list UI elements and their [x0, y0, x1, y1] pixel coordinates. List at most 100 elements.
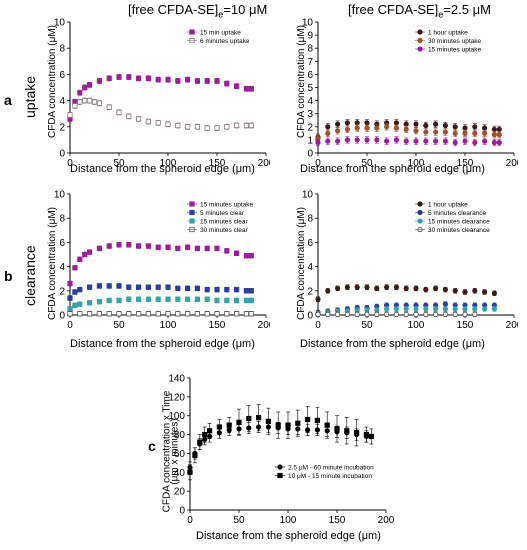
data-point	[116, 242, 122, 248]
data-point	[184, 124, 191, 130]
data-point	[145, 311, 151, 317]
column-title-right: [free CFDA-SE]e=2.5 μM	[348, 2, 491, 20]
data-point	[472, 124, 478, 130]
data-point	[442, 129, 448, 135]
y-tick-label: 2	[307, 286, 313, 297]
row-label-b: b	[4, 268, 13, 284]
data-point	[496, 139, 502, 146]
data-point	[67, 280, 73, 287]
data-point	[96, 245, 103, 252]
data-point	[106, 75, 112, 81]
data-point	[265, 418, 271, 424]
data-point	[248, 288, 254, 294]
data-point	[334, 138, 341, 144]
y-tick-label: 6	[307, 238, 313, 249]
y-tick-label: 20	[174, 487, 186, 498]
data-point	[393, 306, 400, 312]
data-point	[243, 253, 249, 259]
chart-c: 0 20 40 60 80 100 120 140 0 50 100 150 200 2.5 μM - 6…	[168, 372, 398, 532]
data-point	[275, 422, 281, 428]
x-tick-label: 200	[506, 320, 518, 331]
y-tick-label: 6	[59, 70, 65, 81]
data-point	[224, 124, 230, 130]
y-tick-label: 8	[59, 214, 65, 225]
data-point	[423, 122, 429, 129]
data-point	[184, 77, 191, 83]
data-point	[325, 130, 331, 136]
data-point	[204, 296, 210, 302]
data-point	[482, 125, 488, 131]
data-point	[403, 285, 409, 291]
y-tick-label: 10	[302, 18, 314, 29]
data-point	[184, 311, 191, 317]
data-point	[233, 311, 240, 317]
data-point	[384, 124, 390, 130]
data-point	[315, 139, 321, 146]
data-point	[256, 415, 262, 421]
data-point	[491, 132, 497, 138]
data-point	[126, 296, 132, 302]
data-point	[462, 306, 468, 312]
x-tick-label: 50	[361, 320, 373, 331]
data-point	[77, 99, 83, 105]
legend-label: 1 hour uptake	[428, 202, 468, 209]
data-point	[472, 306, 478, 312]
data-point	[452, 288, 458, 294]
data-point	[344, 120, 351, 126]
data-point	[126, 311, 132, 317]
data-point	[67, 306, 73, 312]
data-point	[423, 138, 429, 144]
data-point	[393, 137, 400, 143]
data-point	[248, 253, 254, 259]
x-tick-label: 150	[209, 320, 226, 331]
data-point	[224, 311, 230, 317]
y-tick-label: 6	[59, 238, 65, 249]
data-point	[136, 116, 142, 122]
data-point	[224, 297, 230, 304]
data-point	[67, 311, 73, 317]
chart-svg: 0 20 40 60 80 100 120 140 0 50 100 150 200 2.5 μM - 6…	[168, 374, 395, 527]
legend-label: 30 minutes clear	[200, 227, 249, 234]
data-point	[442, 311, 448, 317]
y-tick-label: 0	[59, 149, 65, 160]
x-tick-label: 150	[457, 158, 474, 169]
data-point	[363, 431, 369, 438]
data-point	[442, 122, 448, 129]
data-point	[248, 86, 254, 92]
legend-label: 2.5 μM - 60 minute incubation	[288, 465, 374, 472]
x-tick-label: 200	[378, 515, 395, 526]
data-point	[452, 139, 458, 146]
data-point	[145, 296, 151, 302]
data-point	[384, 138, 390, 144]
data-point	[295, 420, 301, 426]
xlabel-a-right: Distance from the spheroid edge (μm)	[300, 163, 485, 175]
data-point	[354, 125, 360, 131]
data-point	[423, 286, 429, 293]
data-point	[472, 130, 478, 136]
data-point	[204, 286, 210, 293]
data-point	[87, 249, 93, 255]
x-tick-label: 0	[315, 320, 321, 331]
data-point	[233, 122, 240, 129]
data-point	[87, 284, 93, 290]
y-tick-label: 2	[59, 286, 65, 297]
x-tick-label: 150	[329, 515, 346, 526]
data-point	[314, 417, 320, 424]
data-point	[126, 284, 132, 290]
data-point	[155, 244, 161, 250]
data-point	[423, 306, 429, 312]
data-point	[136, 296, 142, 302]
data-point	[442, 286, 448, 293]
data-point	[433, 121, 439, 127]
xlabel-b-right: Distance from the spheroid edge (μm)	[300, 338, 485, 350]
data-point	[116, 109, 122, 115]
data-point	[96, 100, 103, 106]
data-point	[496, 126, 502, 133]
data-point	[452, 124, 458, 130]
data-point	[285, 422, 291, 428]
data-point	[116, 297, 122, 304]
data-point	[491, 139, 497, 146]
data-point	[204, 311, 210, 317]
data-point	[165, 284, 171, 290]
